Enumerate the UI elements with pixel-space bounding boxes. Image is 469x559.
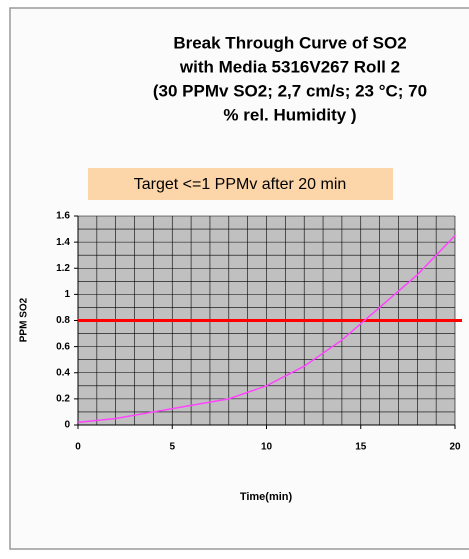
title-line: % rel. Humidity ) bbox=[223, 105, 356, 124]
y-tick-label: 0.2 bbox=[56, 394, 70, 405]
title-line: with Media 5316V267 Roll 2 bbox=[179, 57, 400, 76]
y-tick-label: 0.8 bbox=[56, 315, 70, 326]
y-tick-label: 0.6 bbox=[56, 341, 70, 352]
title-line: (30 PPMv SO2; 2,7 cm/s; 23 °C; 70 bbox=[153, 81, 427, 100]
y-tick-label: 0.4 bbox=[56, 367, 70, 378]
x-tick-label: 5 bbox=[169, 442, 175, 453]
y-tick-label: 1.4 bbox=[56, 237, 70, 248]
y-tick-label: 0 bbox=[64, 420, 70, 431]
y-tick-label: 1.6 bbox=[56, 211, 70, 222]
annotation: Target <=1 PPMv after 20 min bbox=[134, 176, 347, 193]
y-axis-label: PPM SO2 bbox=[19, 297, 30, 342]
series-line bbox=[77, 235, 456, 424]
x-tick-label: 10 bbox=[261, 442, 273, 453]
x-tick-label: 20 bbox=[449, 442, 461, 453]
x-tick-label: 15 bbox=[355, 442, 367, 453]
y-tick-label: 1.2 bbox=[56, 263, 70, 274]
y-tick-label: 1 bbox=[64, 289, 70, 300]
annotation-box bbox=[88, 168, 393, 200]
title-line: Break Through Curve of SO2 bbox=[173, 33, 406, 52]
x-axis-label: Time(min) bbox=[240, 491, 293, 503]
x-tick-label: 0 bbox=[75, 442, 81, 453]
